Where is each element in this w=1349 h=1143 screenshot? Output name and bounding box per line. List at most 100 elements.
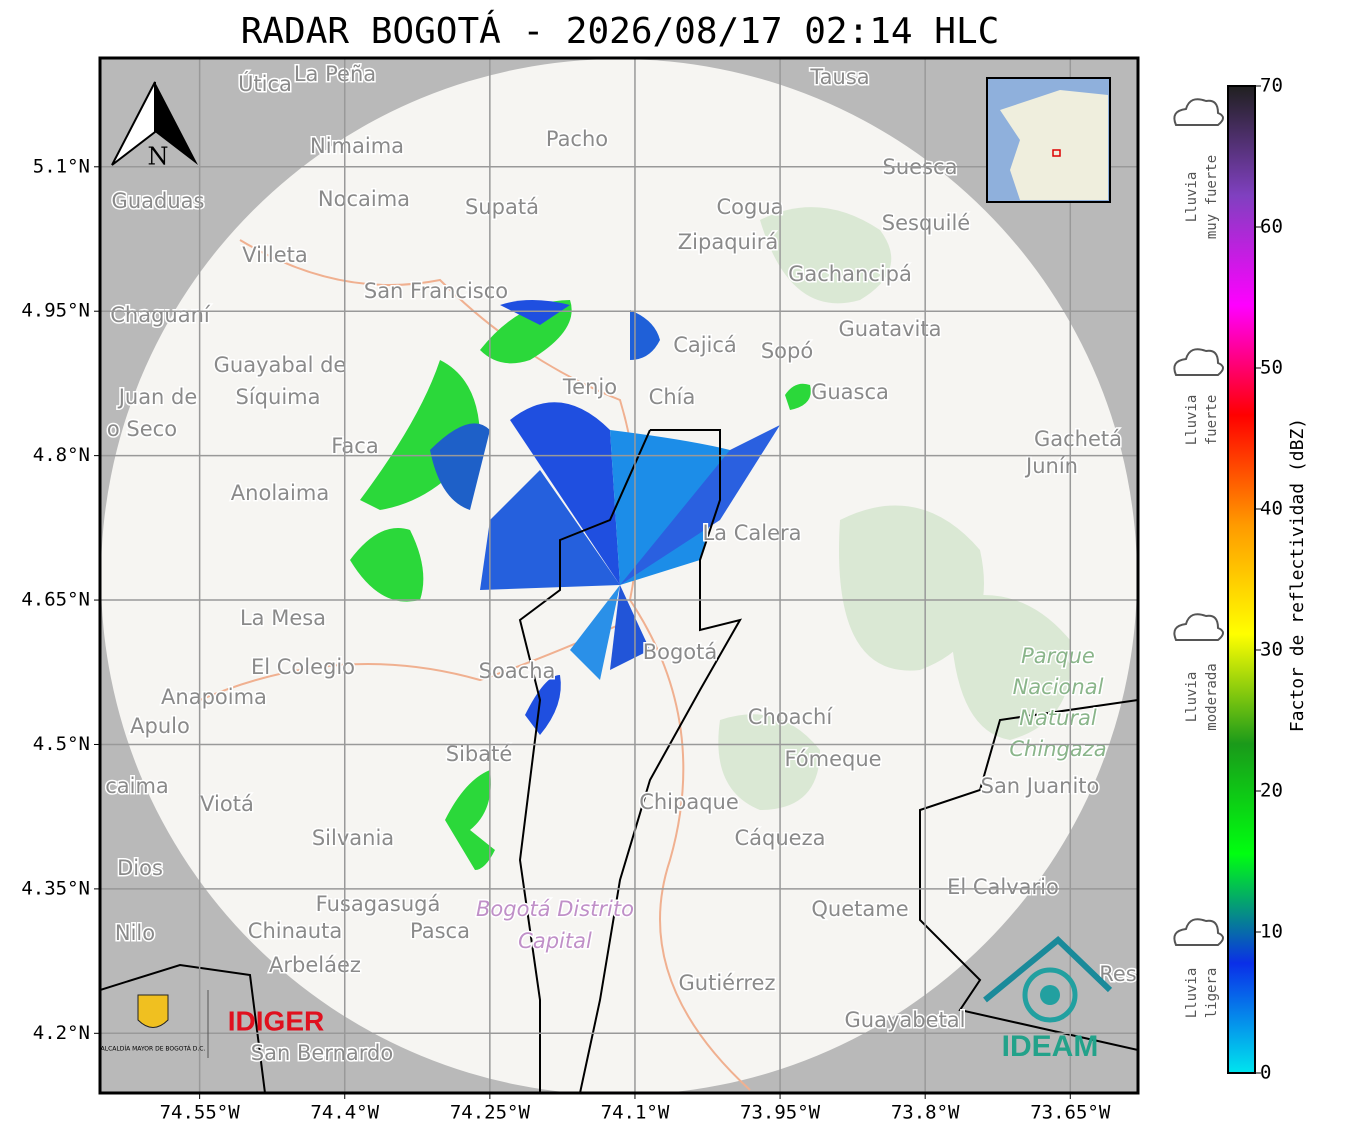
x-tick-label: 73.95°W: [740, 1102, 821, 1124]
colorbar-tick-label: 60: [1260, 216, 1283, 238]
place-label: Chinauta: [248, 919, 342, 943]
colorbar-tick-label: 20: [1260, 780, 1283, 802]
rain-category: fuerte: [1204, 395, 1220, 446]
place-label: Guasca: [811, 380, 889, 404]
weather-icon: [1173, 613, 1224, 641]
x-tick-label: 73.8°W: [891, 1102, 960, 1124]
logo-bogota: ALCALDÍA MAYOR DE BOGOTÁ D.C. IDIGER: [101, 990, 324, 1058]
places: Útica La Peña TausaPachoNimaimaSuescaGuadu…: [104, 61, 1138, 1067]
place-label: Nimaima: [310, 134, 404, 158]
place-label: Fusagasugá: [316, 892, 441, 916]
place-label: La Mesa: [240, 606, 326, 630]
place-label: Bogotá: [643, 640, 718, 664]
map-frame: [98, 56, 1140, 1095]
place-label: Cajicá: [673, 333, 737, 357]
weather-icon: [1173, 348, 1224, 376]
park-label: Parque: [1021, 644, 1095, 668]
place-label: San Francisco: [364, 279, 508, 303]
place-label: Villeta: [242, 243, 307, 267]
colorbar-tick-label: 40: [1260, 498, 1283, 520]
place-label: Gachetá: [1034, 427, 1122, 451]
north-label: N: [148, 143, 169, 171]
place-label: El Calvario: [947, 875, 1059, 899]
x-tick-label: 73.65°W: [1030, 1102, 1111, 1124]
radar-echoes: [350, 300, 811, 870]
place-label: Sopó: [761, 339, 813, 363]
y-tick-label: 4.95°N: [21, 300, 90, 322]
place-label: Guayabetal: [845, 1008, 966, 1032]
place-label: Anapoima: [161, 685, 267, 709]
colorbar-tick-label: 10: [1260, 921, 1283, 943]
place-label: Cogua: [716, 195, 783, 219]
place-label: La Peña: [294, 62, 376, 86]
place-label: Chía: [649, 385, 696, 409]
y-tick-label: 4.35°N: [21, 877, 90, 899]
x-tick-label: 74.55°W: [160, 1102, 241, 1124]
place-label: Chipaque: [639, 790, 739, 814]
rain-category: ligera: [1204, 968, 1220, 1019]
place-label: Gutiérrez: [679, 971, 776, 995]
place-label: San Bernardo: [251, 1041, 393, 1065]
weather-icon: [1173, 918, 1224, 946]
y-tick-label: 4.65°N: [21, 589, 90, 611]
place-label: Guatavita: [839, 317, 942, 341]
park-label: Nacional: [1013, 675, 1104, 699]
rain-category: Lluvia: [1184, 968, 1200, 1019]
y-tick-label: 4.8°N: [33, 444, 90, 466]
y-tick-label: 4.5°N: [33, 733, 90, 755]
x-tick-label: 74.1°W: [601, 1102, 670, 1124]
place-label: Fómeque: [784, 747, 881, 771]
place-label: Gachancipá: [788, 262, 912, 286]
place-label: Dios: [117, 856, 163, 880]
place-label: Apulo: [130, 714, 190, 738]
inset-map: [986, 77, 1111, 203]
place-label: Faca: [331, 434, 378, 458]
place-label: Arbeláez: [269, 953, 361, 977]
place-label: Síquima: [236, 385, 321, 409]
place-label: Zipaquirá: [678, 230, 778, 254]
district-label: Capital: [518, 929, 592, 953]
place-label: Guayabal de: [214, 353, 347, 377]
place-label: Nilo: [115, 921, 155, 945]
grid: [100, 58, 1138, 1093]
place-label: Sibaté: [446, 742, 513, 766]
colorbar-tick-label: 50: [1260, 357, 1283, 379]
colorbar-ticks: 0 10 20 30 40 50 60 70: [1255, 75, 1283, 1084]
x-tick-label: 74.4°W: [310, 1102, 379, 1124]
y-tick-label: 4.2°N: [33, 1022, 90, 1044]
y-tick-label: 5.1°N: [33, 155, 90, 177]
place-label: Anolaima: [231, 481, 329, 505]
place-label: Útica: [238, 71, 292, 96]
axes: 74.55°W 74.4°W 74.25°W 74.1°W 73.95°W 73.8°W 7…: [21, 155, 1111, 1123]
logo-bogota-text: ALCALDÍA MAYOR DE BOGOTÁ D.C.: [101, 1046, 206, 1053]
rain-category: muy fuerte: [1204, 155, 1220, 239]
weather-icon: [1173, 98, 1224, 126]
colorbar-tick-label: 30: [1260, 639, 1283, 661]
x-tick-label: 74.25°W: [450, 1102, 531, 1124]
place-label: Viotá: [200, 792, 254, 816]
colorbar-tick-label: 70: [1260, 75, 1283, 97]
place-label: Choachí: [748, 705, 834, 729]
place-label: Pasca: [410, 919, 470, 943]
place-label: caima: [105, 774, 169, 798]
place-label: Tausa: [809, 65, 869, 89]
park-label: Chingaza: [1009, 737, 1106, 761]
place-label: Supatá: [465, 195, 539, 219]
place-label: Tenjo: [562, 375, 617, 399]
place-label: Sesquilé: [882, 211, 970, 235]
place-label: San Juanito: [981, 774, 1100, 798]
place-label: Chaguaní: [110, 303, 211, 327]
place-label: La Calera: [702, 521, 801, 545]
title: RADAR BOGOTÁ - 2026/08/17 02:14 HLC: [241, 10, 1000, 52]
place-label: El Colegio: [251, 655, 355, 679]
colorbar-tick-label: 0: [1260, 1062, 1271, 1084]
rain-category: moderada: [1204, 663, 1220, 730]
vegetation: [718, 207, 1072, 810]
map: Útica La Peña TausaPachoNimaimaSuescaGuadu…: [100, 58, 1138, 1093]
place-label: o Seco: [107, 417, 177, 441]
colorbar-label: Factor de reflectividad (dBZ): [1287, 418, 1308, 732]
place-label: Silvania: [312, 826, 394, 850]
colorbar: [1227, 85, 1256, 1074]
district-label: Bogotá Distrito: [476, 897, 634, 921]
